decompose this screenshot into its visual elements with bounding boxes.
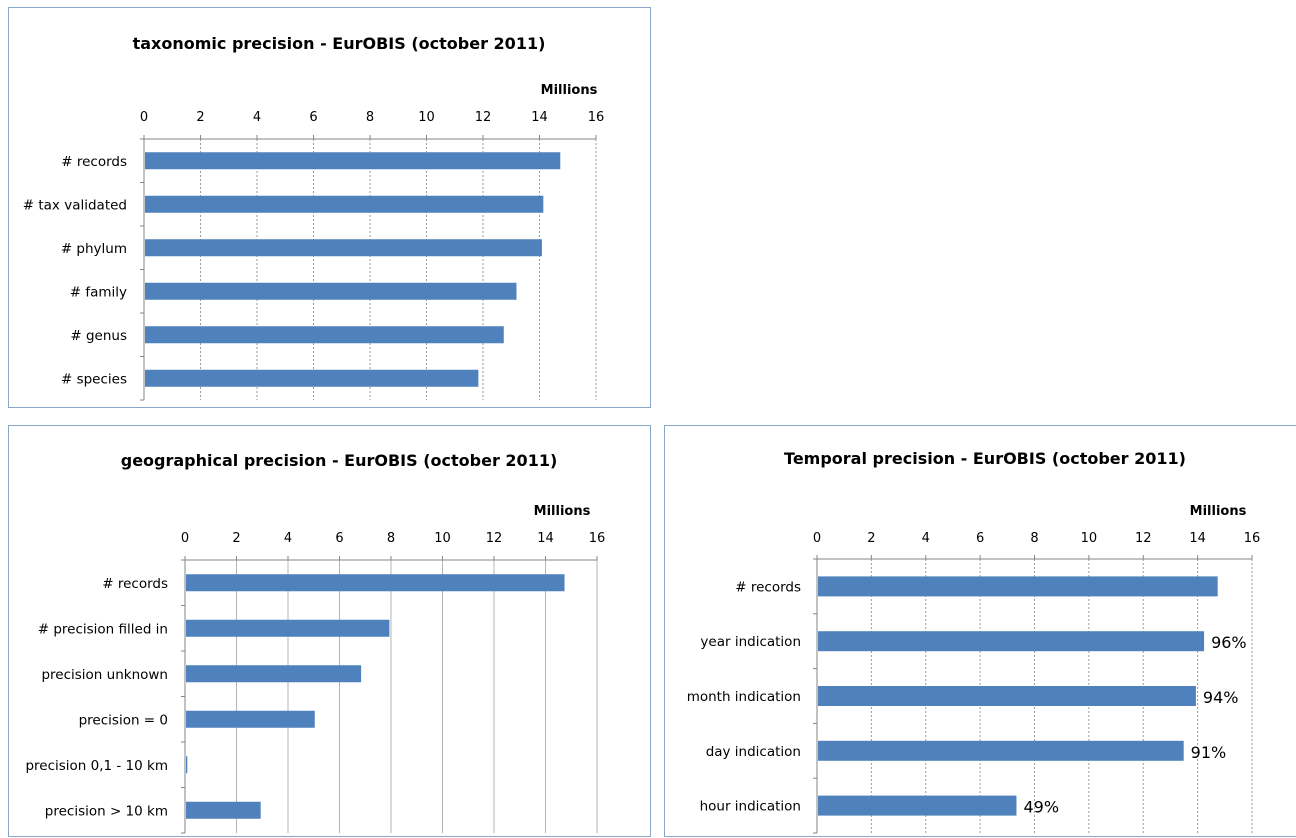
- category-label: month indication: [687, 689, 801, 705]
- temporal-chart-svg: Temporal precision - EurOBIS (october 20…: [687, 449, 1261, 834]
- bar: [145, 152, 561, 170]
- tick-label: 14: [537, 531, 554, 546]
- chart-title: taxonomic precision - EurOBIS (october 2…: [133, 34, 546, 53]
- tick-label: 8: [1030, 531, 1038, 546]
- bar: [186, 619, 390, 637]
- tick-label: 16: [1244, 531, 1261, 546]
- chart-title: geographical precision - EurOBIS (octobe…: [121, 451, 558, 470]
- category-label: # species: [61, 371, 127, 387]
- bar: [145, 326, 504, 344]
- tick-label: 6: [309, 110, 317, 125]
- bar: [145, 369, 479, 387]
- geographical-chart-svg: geographical precision - EurOBIS (octobe…: [25, 451, 606, 834]
- bar: [186, 710, 315, 728]
- bar: [818, 631, 1205, 652]
- bar: [186, 756, 188, 774]
- bar: [186, 801, 261, 819]
- tick-label: 2: [232, 531, 240, 546]
- bar: [818, 686, 1196, 706]
- bar: [145, 282, 517, 300]
- data-label: 91%: [1191, 743, 1227, 762]
- axis-unit-label: Millions: [541, 83, 598, 98]
- tick-label: 4: [253, 110, 261, 125]
- tick-label: 14: [531, 110, 548, 125]
- category-label: precision unknown: [41, 667, 168, 683]
- taxonomic-chart-svg: taxonomic precision - EurOBIS (october 2…: [23, 34, 605, 401]
- category-label: # records: [102, 576, 168, 592]
- geographical-precision-chart: geographical precision - EurOBIS (octobe…: [8, 425, 651, 837]
- category-label: day indication: [706, 744, 801, 760]
- category-label: # family: [70, 284, 127, 300]
- taxonomic-precision-chart: taxonomic precision - EurOBIS (october 2…: [8, 7, 651, 408]
- tick-label: 2: [196, 110, 204, 125]
- tick-label: 14: [1189, 531, 1206, 546]
- tick-label: 16: [589, 531, 606, 546]
- tick-label: 0: [181, 531, 189, 546]
- tick-label: 12: [486, 531, 503, 546]
- category-label: # precision filled in: [38, 621, 168, 637]
- tick-label: 10: [1081, 531, 1098, 546]
- tick-label: 6: [335, 531, 343, 546]
- tick-label: 8: [366, 110, 374, 125]
- chart-title: Temporal precision - EurOBIS (october 20…: [784, 449, 1186, 468]
- category-label: precision 0,1 - 10 km: [25, 758, 168, 774]
- data-label: 96%: [1211, 633, 1247, 652]
- tick-label: 2: [867, 531, 875, 546]
- category-label: hour indication: [700, 799, 801, 815]
- category-label: year indication: [700, 634, 801, 650]
- bar: [186, 574, 565, 592]
- category-label: # tax validated: [23, 197, 127, 213]
- axis-unit-label: Millions: [1190, 504, 1247, 519]
- tick-label: 8: [387, 531, 395, 546]
- category-label: # records: [61, 154, 127, 170]
- bar: [186, 665, 362, 683]
- temporal-precision-chart: Temporal precision - EurOBIS (october 20…: [664, 425, 1296, 837]
- category-label: precision > 10 km: [45, 803, 168, 819]
- bar: [145, 195, 544, 213]
- tick-label: 10: [418, 110, 435, 125]
- tick-label: 12: [475, 110, 492, 125]
- tick-label: 4: [284, 531, 292, 546]
- axis-unit-label: Millions: [534, 504, 591, 519]
- bar: [818, 795, 1017, 816]
- tick-label: 0: [813, 531, 821, 546]
- category-label: # genus: [70, 328, 127, 344]
- category-label: precision = 0: [79, 712, 168, 728]
- tick-label: 0: [140, 110, 148, 125]
- data-label: 94%: [1203, 688, 1239, 707]
- category-label: # records: [735, 579, 801, 595]
- tick-label: 10: [434, 531, 451, 546]
- tick-label: 12: [1135, 531, 1152, 546]
- data-label: 49%: [1023, 798, 1059, 817]
- tick-label: 16: [588, 110, 605, 125]
- bar: [145, 239, 542, 257]
- bar: [818, 740, 1184, 761]
- tick-label: 4: [922, 531, 930, 546]
- bar: [818, 576, 1218, 597]
- category-label: # phylum: [61, 241, 127, 257]
- tick-label: 6: [976, 531, 984, 546]
